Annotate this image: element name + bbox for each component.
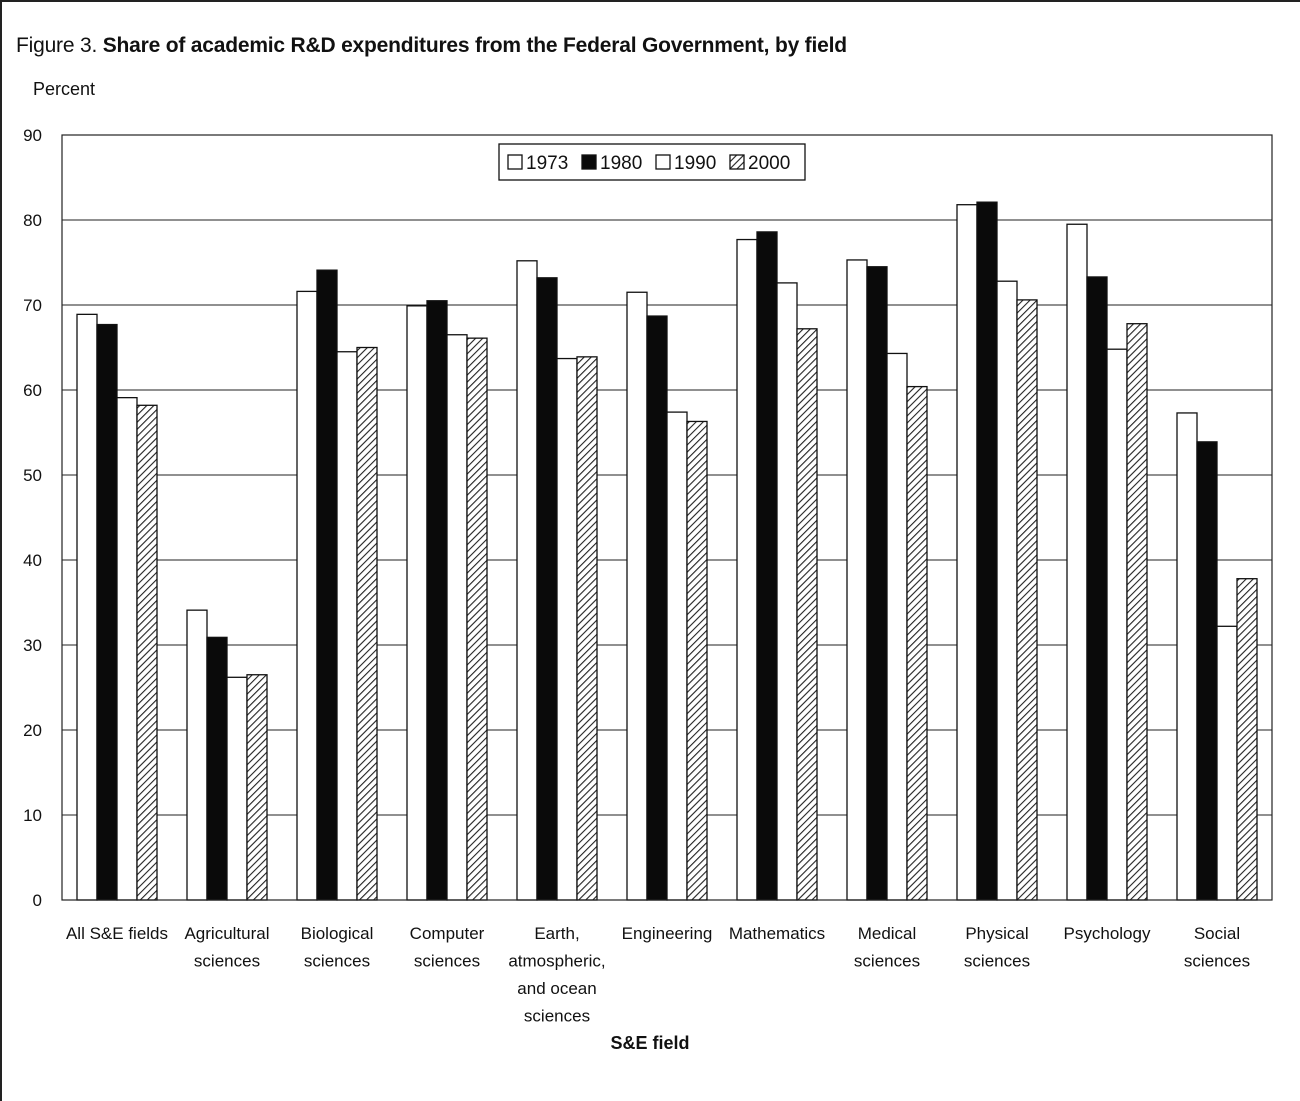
y-tick-label: 90 xyxy=(23,126,42,145)
bar-2000 xyxy=(1126,323,1148,901)
bar-1980 xyxy=(426,300,448,901)
bar-1973 xyxy=(406,305,428,901)
y-tick-label: 30 xyxy=(23,636,42,655)
legend-swatch-1980 xyxy=(581,154,597,170)
bar-1990 xyxy=(446,334,468,901)
x-axis-title: S&E field xyxy=(610,1033,689,1053)
legend-label: 1980 xyxy=(600,153,642,174)
x-category-label: Engineering xyxy=(622,924,713,943)
bar-1990 xyxy=(1106,348,1128,901)
bar-1973 xyxy=(76,313,98,901)
bar-1973 xyxy=(736,238,758,901)
legend-label: 2000 xyxy=(748,153,790,174)
bar-2000 xyxy=(246,674,268,901)
bar-1980 xyxy=(316,269,338,901)
bar-1990 xyxy=(336,351,358,901)
bar-1980 xyxy=(756,231,778,901)
legend-swatch-1990 xyxy=(655,154,671,170)
y-tick-label: 80 xyxy=(23,211,42,230)
figure-title-text: Share of academic R&D expenditures from … xyxy=(102,34,847,57)
bar-2000 xyxy=(1016,299,1038,901)
bar-1973 xyxy=(956,204,978,901)
y-tick-label: 50 xyxy=(23,466,42,485)
bar-1980 xyxy=(1196,441,1218,901)
bar-1990 xyxy=(556,357,578,901)
x-category-label: Agricultural sciences xyxy=(184,924,269,971)
bar-1980 xyxy=(536,277,558,901)
bar-1973 xyxy=(186,609,208,901)
bar-1973 xyxy=(516,260,538,901)
legend-box xyxy=(498,143,806,181)
x-category-label: Earth, atmospheric, and ocean sciences xyxy=(508,924,605,1026)
bar-1973 xyxy=(1176,412,1198,901)
x-category-label: Psychology xyxy=(1064,924,1151,943)
x-category-label: Medical sciences xyxy=(854,924,920,971)
x-category-label: Computer sciences xyxy=(410,924,485,971)
bar-2000 xyxy=(796,328,818,901)
y-tick-label: 0 xyxy=(33,891,42,910)
bar-1980 xyxy=(976,201,998,901)
x-category-label: All S&E fields xyxy=(66,924,168,943)
bar-1990 xyxy=(996,280,1018,901)
axes xyxy=(61,134,1273,901)
bar-1980 xyxy=(206,636,228,901)
bars xyxy=(76,201,1258,901)
x-category-label: Biological sciences xyxy=(301,924,374,971)
bar-1980 xyxy=(646,315,668,901)
legend-label: 1990 xyxy=(674,153,716,174)
bar-2000 xyxy=(686,420,708,901)
bar-1980 xyxy=(96,323,118,901)
bar-1990 xyxy=(776,282,798,901)
bar-1990 xyxy=(886,352,908,901)
bar-1973 xyxy=(1066,223,1088,901)
bar-1980 xyxy=(866,266,888,901)
figure-title: Figure 3. Share of academic R&D expendit… xyxy=(16,34,847,58)
bar-1973 xyxy=(626,291,648,901)
y-tick-label: 60 xyxy=(23,381,42,400)
bar-2000 xyxy=(136,404,158,901)
legend-swatch-1973 xyxy=(507,154,523,170)
bar-2000 xyxy=(356,346,378,901)
bar-1990 xyxy=(1216,625,1238,901)
bar-1990 xyxy=(666,411,688,901)
figure-number: Figure 3. xyxy=(16,34,98,57)
plot-area xyxy=(61,134,1273,901)
bar-2000 xyxy=(1236,578,1258,901)
y-tick-label: 20 xyxy=(23,721,42,740)
legend-swatch-2000 xyxy=(729,154,745,170)
bar-2000 xyxy=(466,337,488,901)
bar-2000 xyxy=(906,385,928,901)
x-category-label: Physical sciences xyxy=(964,924,1030,971)
y-tick-label: 70 xyxy=(23,296,42,315)
bar-1980 xyxy=(1086,276,1108,901)
bar-1990 xyxy=(226,676,248,901)
bar-1990 xyxy=(116,396,138,901)
legend: 1973 1980 1990 2000 xyxy=(498,143,806,181)
bar-1973 xyxy=(296,290,318,901)
y-tick-label: 10 xyxy=(23,806,42,825)
x-category-label: Mathematics xyxy=(729,924,825,943)
bar-2000 xyxy=(576,356,598,901)
y-tick-label: 40 xyxy=(23,551,42,570)
labels: 0 10 20 30 40 50 60 70 80 90 All S&E fields Agricul… xyxy=(23,79,1250,1053)
x-category-label: Social sciences xyxy=(1184,924,1250,971)
bar-1973 xyxy=(846,259,868,901)
legend-label: 1973 xyxy=(526,153,568,174)
y-axis-title: Percent xyxy=(33,79,95,99)
